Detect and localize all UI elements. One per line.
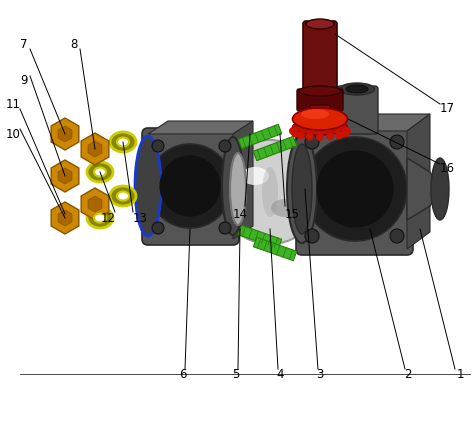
Ellipse shape xyxy=(222,137,244,235)
Polygon shape xyxy=(58,168,72,184)
Circle shape xyxy=(291,129,299,137)
FancyBboxPatch shape xyxy=(297,89,343,111)
Ellipse shape xyxy=(94,214,106,223)
Polygon shape xyxy=(51,118,79,150)
Polygon shape xyxy=(238,124,282,149)
Ellipse shape xyxy=(301,109,329,119)
Text: 17: 17 xyxy=(439,103,455,115)
Circle shape xyxy=(148,144,232,228)
Ellipse shape xyxy=(292,108,347,130)
Circle shape xyxy=(305,229,319,243)
Text: 9: 9 xyxy=(20,73,28,86)
Polygon shape xyxy=(407,158,440,220)
Polygon shape xyxy=(253,137,297,161)
Ellipse shape xyxy=(230,153,246,225)
Text: 2: 2 xyxy=(404,368,412,380)
Polygon shape xyxy=(81,133,109,165)
Polygon shape xyxy=(233,121,253,239)
Polygon shape xyxy=(51,160,79,192)
Ellipse shape xyxy=(94,167,106,176)
Polygon shape xyxy=(238,225,282,249)
Circle shape xyxy=(341,129,349,137)
Polygon shape xyxy=(148,121,253,134)
Circle shape xyxy=(306,133,314,140)
Ellipse shape xyxy=(117,137,129,147)
Circle shape xyxy=(297,131,305,139)
FancyBboxPatch shape xyxy=(310,105,330,124)
Polygon shape xyxy=(58,210,72,226)
Ellipse shape xyxy=(299,86,341,96)
Circle shape xyxy=(152,140,164,152)
Text: 6: 6 xyxy=(179,368,187,380)
Polygon shape xyxy=(58,126,72,142)
Ellipse shape xyxy=(292,144,312,234)
Ellipse shape xyxy=(87,162,113,182)
Circle shape xyxy=(335,131,343,139)
Text: 10: 10 xyxy=(6,128,20,140)
Circle shape xyxy=(218,140,322,244)
Text: 14: 14 xyxy=(233,207,247,220)
Text: 1: 1 xyxy=(456,368,464,380)
Ellipse shape xyxy=(135,136,161,236)
Ellipse shape xyxy=(87,208,113,228)
Circle shape xyxy=(326,133,334,140)
Ellipse shape xyxy=(110,132,136,152)
Text: 13: 13 xyxy=(133,212,147,226)
Ellipse shape xyxy=(292,119,347,135)
Ellipse shape xyxy=(294,153,310,225)
Ellipse shape xyxy=(339,83,374,95)
Circle shape xyxy=(219,140,231,152)
Circle shape xyxy=(390,229,404,243)
FancyBboxPatch shape xyxy=(296,125,413,255)
Ellipse shape xyxy=(346,85,368,93)
Circle shape xyxy=(303,137,407,241)
Circle shape xyxy=(343,127,351,135)
Ellipse shape xyxy=(431,158,449,220)
Polygon shape xyxy=(81,188,109,220)
Circle shape xyxy=(390,135,404,149)
Polygon shape xyxy=(253,237,297,261)
Text: 8: 8 xyxy=(70,37,78,50)
Text: 15: 15 xyxy=(284,207,300,220)
Circle shape xyxy=(289,127,297,135)
Text: 16: 16 xyxy=(439,162,455,175)
Text: 7: 7 xyxy=(20,37,28,50)
Ellipse shape xyxy=(262,167,278,217)
Circle shape xyxy=(219,222,231,234)
FancyBboxPatch shape xyxy=(303,21,337,97)
FancyBboxPatch shape xyxy=(142,128,239,245)
Ellipse shape xyxy=(287,135,317,243)
Ellipse shape xyxy=(271,199,299,217)
Circle shape xyxy=(152,222,164,234)
Text: 3: 3 xyxy=(316,368,324,380)
Text: 11: 11 xyxy=(6,98,20,111)
Circle shape xyxy=(160,156,220,216)
Polygon shape xyxy=(51,202,79,234)
Polygon shape xyxy=(407,114,430,249)
Circle shape xyxy=(305,135,319,149)
Polygon shape xyxy=(88,196,102,212)
Circle shape xyxy=(317,151,393,227)
Ellipse shape xyxy=(241,167,269,185)
Text: 5: 5 xyxy=(232,368,240,380)
FancyBboxPatch shape xyxy=(337,86,378,134)
Ellipse shape xyxy=(117,192,129,201)
Polygon shape xyxy=(88,141,102,157)
Text: 12: 12 xyxy=(100,212,116,226)
Circle shape xyxy=(316,133,324,141)
Ellipse shape xyxy=(110,186,136,206)
Ellipse shape xyxy=(306,19,334,29)
Polygon shape xyxy=(302,114,430,131)
Text: 4: 4 xyxy=(276,368,284,380)
